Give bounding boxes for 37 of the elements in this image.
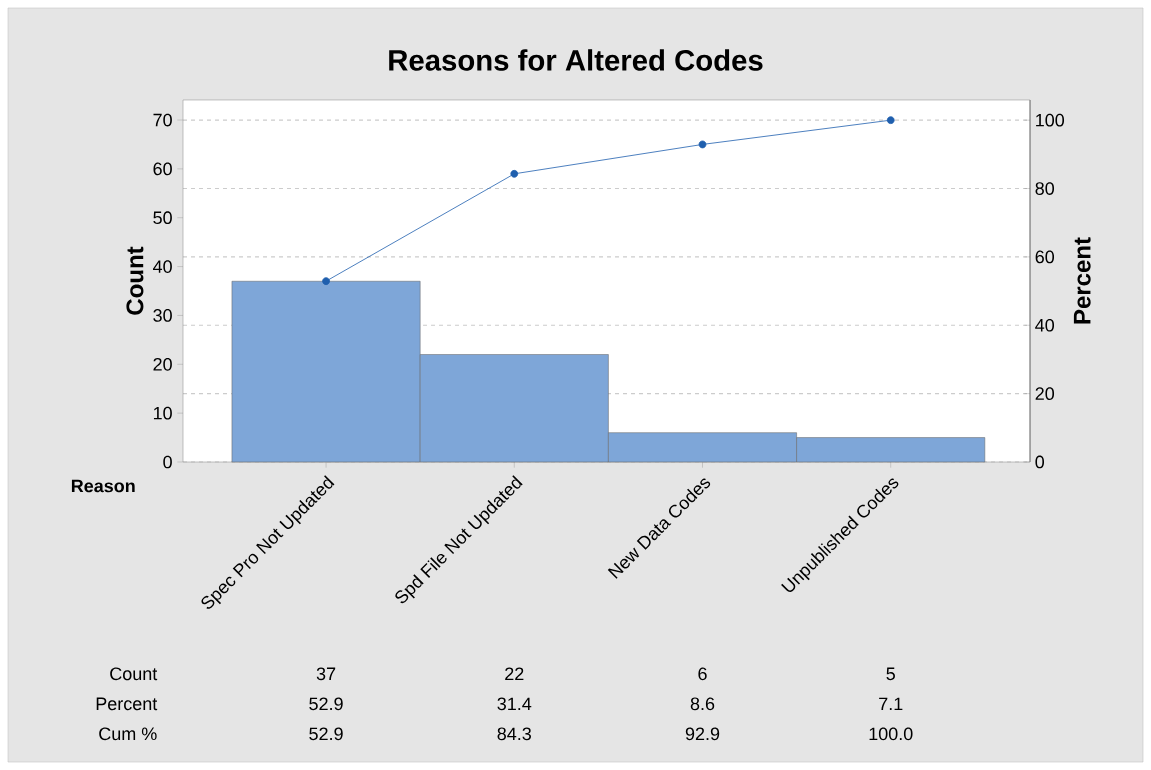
- y-tick-label: 40: [153, 260, 172, 273]
- y-tick-label: 50: [153, 211, 172, 225]
- text: Percent: [96, 697, 158, 711]
- text: 52.9: [309, 697, 343, 711]
- data-label: 52.9: [309, 727, 343, 741]
- point: [886, 116, 895, 125]
- y-axis-title: Count: [126, 246, 144, 315]
- y2-axis-title: Percent: [1073, 237, 1091, 324]
- y-tick-label: 70: [153, 113, 172, 127]
- y-tick-label: 10: [153, 406, 172, 420]
- data-label: 84.3: [497, 727, 531, 741]
- y2-tick-label: 40: [1035, 318, 1055, 332]
- y2-tick-label: 60: [1035, 250, 1055, 264]
- chart-title: Reasons for Altered Codes: [389, 49, 763, 71]
- x-axis-title: Reason: [71, 479, 135, 493]
- data-label: 22: [505, 667, 524, 680]
- text: 8.6: [690, 697, 715, 711]
- y-tick-label: 60: [153, 162, 172, 176]
- point: [322, 277, 330, 286]
- text: Count: [110, 667, 158, 681]
- text: 7.1: [879, 697, 903, 710]
- text: Cum %: [99, 727, 157, 741]
- y-tick-label: 30: [153, 309, 172, 322]
- point: [698, 140, 707, 149]
- data-label: 5: [886, 667, 895, 681]
- data-label: 100.0: [869, 727, 913, 741]
- data-label: 92.9: [685, 727, 720, 741]
- y-tick-label: 20: [153, 357, 172, 371]
- y2-tick-label: 80: [1035, 182, 1055, 195]
- data-label: 37: [316, 667, 336, 681]
- point: [510, 169, 519, 178]
- y2-tick-label: 100: [1036, 113, 1065, 127]
- y-tick-label: 0: [163, 455, 172, 469]
- y2-tick-label: 0: [1035, 455, 1045, 469]
- data-label: 6: [698, 667, 707, 681]
- text: 31.4: [497, 697, 532, 711]
- y2-tick-label: 20: [1035, 387, 1055, 400]
